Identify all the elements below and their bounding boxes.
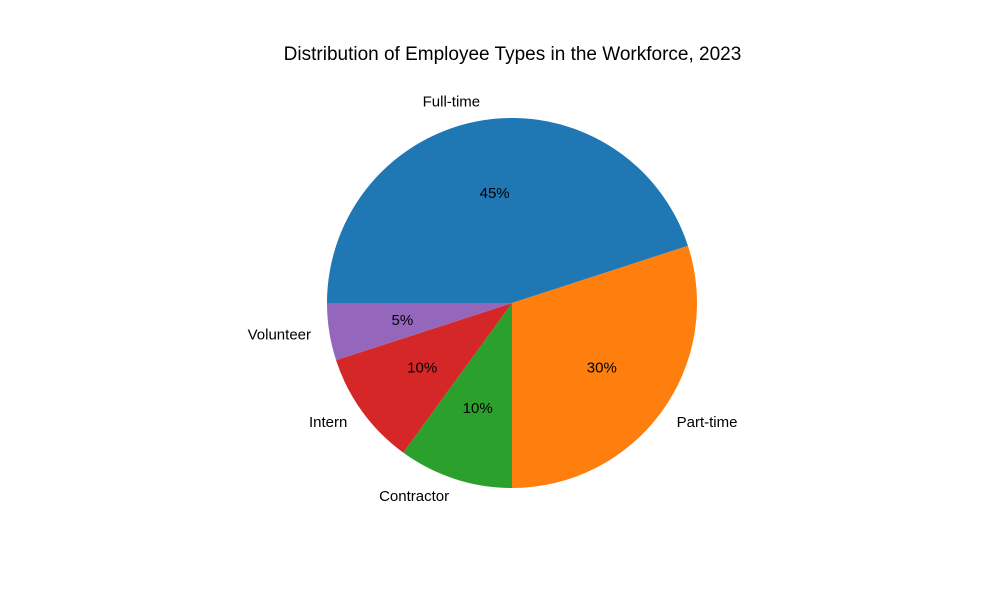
- percent-label: 10%: [463, 400, 493, 417]
- category-label: Intern: [309, 414, 347, 431]
- chart-title: Distribution of Employee Types in the Wo…: [283, 44, 742, 65]
- percent-label: 10%: [407, 360, 437, 377]
- percent-label: 5%: [392, 312, 414, 329]
- pie-slice-intern: [336, 303, 512, 453]
- category-label: Full-time: [423, 94, 481, 111]
- pie-slice-full-time: [327, 118, 688, 303]
- category-label: Volunteer: [248, 326, 311, 343]
- pie-slice-contractor: [403, 303, 512, 488]
- category-label: Part-time: [677, 414, 738, 431]
- pie-slice-volunteer: [327, 303, 512, 361]
- percent-label: 45%: [480, 185, 510, 202]
- pie-slices: [327, 118, 697, 488]
- percent-labels: 45% 30% 10% 10% 5%: [392, 185, 617, 417]
- category-labels: Full-time Part-time Contractor Intern Volunt…: [248, 94, 738, 506]
- category-label: Contractor: [379, 488, 449, 505]
- pie-slice-part-time: [512, 245, 697, 488]
- percent-label: 30%: [587, 360, 617, 377]
